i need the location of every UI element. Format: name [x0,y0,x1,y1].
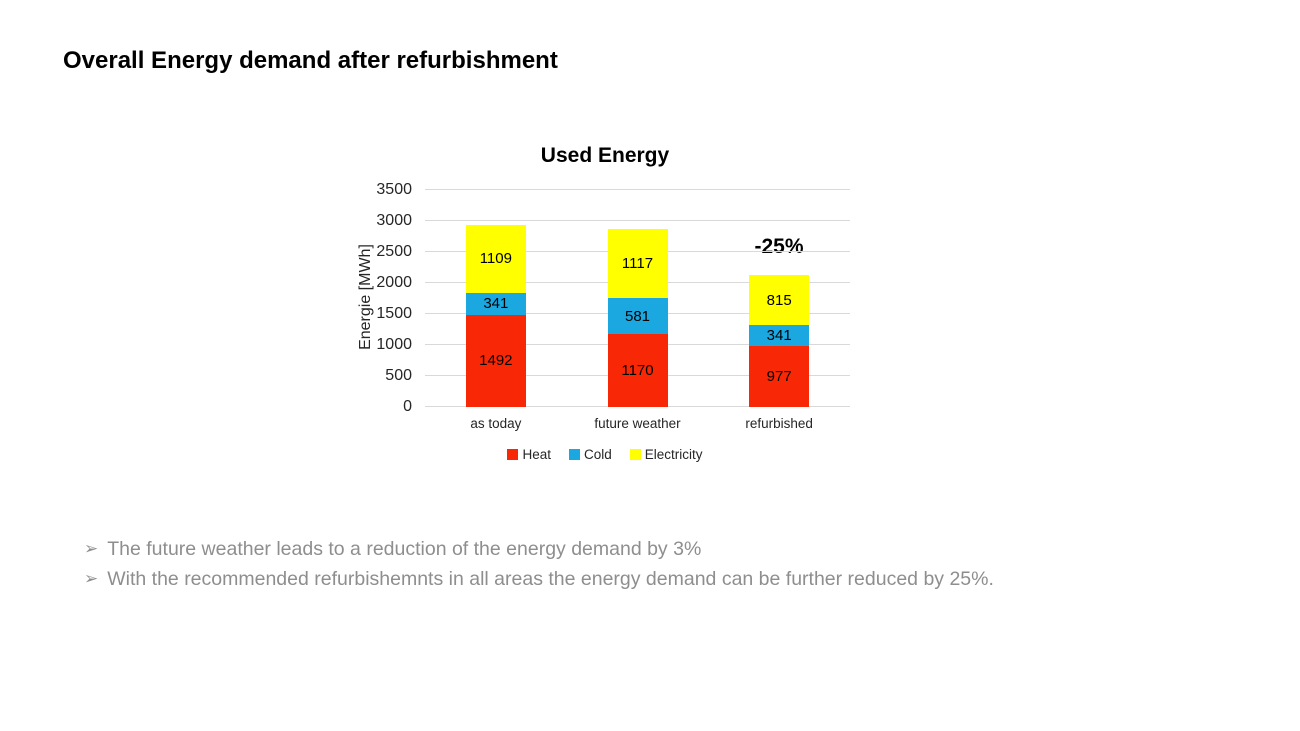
bar-segment-cold: 581 [607,298,668,335]
legend-swatch-icon [569,449,580,460]
bar-value-label: 341 [766,327,792,345]
bar-value-label: 581 [624,307,651,325]
y-tick-label: 0 [403,398,412,415]
bar-segment-heat: 977 [749,346,810,407]
legend-item-electricity: Electricity [629,447,703,462]
bullet-text: The future weather leads to a reduction … [107,538,702,560]
gridline [425,189,850,190]
bar-value-label: 1109 [479,250,512,268]
y-tick-label: 2500 [376,243,412,260]
bar-segment-cold: 341 [465,293,526,315]
y-tick-label: 3500 [376,181,412,198]
bar-value-label: 1117 [621,255,654,273]
x-axis-label: as today [470,416,522,431]
y-tick-label: 3000 [376,212,412,229]
legend-label: Electricity [644,447,703,462]
legend-item-heat: Heat [507,447,551,462]
arrow-bullet-icon: ➢ [84,539,99,558]
gridline [425,220,850,221]
y-tick-label: 500 [385,367,412,384]
bar-segment-electricity: 815 [749,274,810,326]
y-axis-tick-labels: 0 500 1000 1500 2000 2500 3000 3500 [352,182,412,415]
plot-area: 1492 341 1109 1170 581 1117 977 341 815 [425,189,850,407]
legend-label: Heat [522,447,551,462]
reduction-annotation: -25% [754,235,804,258]
bullet-list: ➢ The future weather leads to a reductio… [84,534,1234,594]
bar-value-label: 341 [483,295,509,313]
x-axis-label: future weather [594,416,681,431]
bullet-item: ➢ The future weather leads to a reductio… [84,534,1234,564]
bar-segment-electricity: 1109 [465,224,526,294]
arrow-bullet-icon: ➢ [84,569,99,588]
chart-legend: Heat Cold Electricity [360,447,850,462]
bar-segment-heat: 1170 [607,334,668,407]
page-title: Overall Energy demand after refurbishmen… [63,47,558,74]
y-tick-label: 1500 [376,305,412,322]
bar-value-label: 977 [766,368,792,386]
legend-label: Cold [584,447,612,462]
bar-value-label: 1170 [621,362,654,380]
bar-segment-electricity: 1117 [607,229,668,299]
legend-item-cold: Cold [569,447,612,462]
y-tick-label: 1000 [376,336,412,353]
bar-value-label: 815 [766,291,792,309]
y-tick-label: 2000 [376,274,412,291]
bullet-text: With the recommended refurbishemnts in a… [107,568,994,590]
legend-swatch-icon [507,449,519,460]
bar-segment-cold: 341 [749,325,810,347]
chart-title: Used Energy [540,144,670,167]
bar-segment-heat: 1492 [465,314,526,407]
x-axis-labels: as today future weather refurbished [425,416,850,436]
legend-swatch-icon [629,449,641,460]
bar-value-label: 1492 [479,352,513,370]
bullet-item: ➢ With the recommended refurbishemnts in… [84,564,1234,594]
x-axis-label: refurbished [745,416,813,431]
